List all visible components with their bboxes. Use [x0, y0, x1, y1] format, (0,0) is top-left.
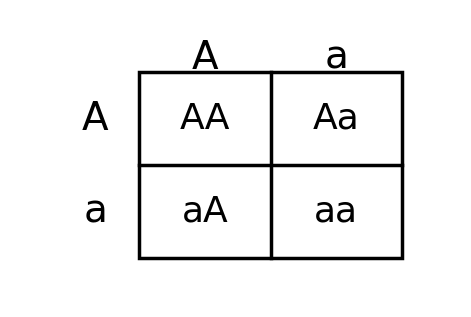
Text: a: a [325, 39, 348, 77]
Text: AA: AA [179, 101, 230, 136]
Text: A: A [192, 39, 218, 77]
Text: A: A [82, 100, 109, 138]
Bar [139, 72, 402, 258]
Text: Aa: Aa [313, 101, 360, 136]
Text: aA: aA [181, 194, 228, 228]
Text: a: a [83, 192, 107, 230]
Text: aa: aa [314, 194, 358, 228]
